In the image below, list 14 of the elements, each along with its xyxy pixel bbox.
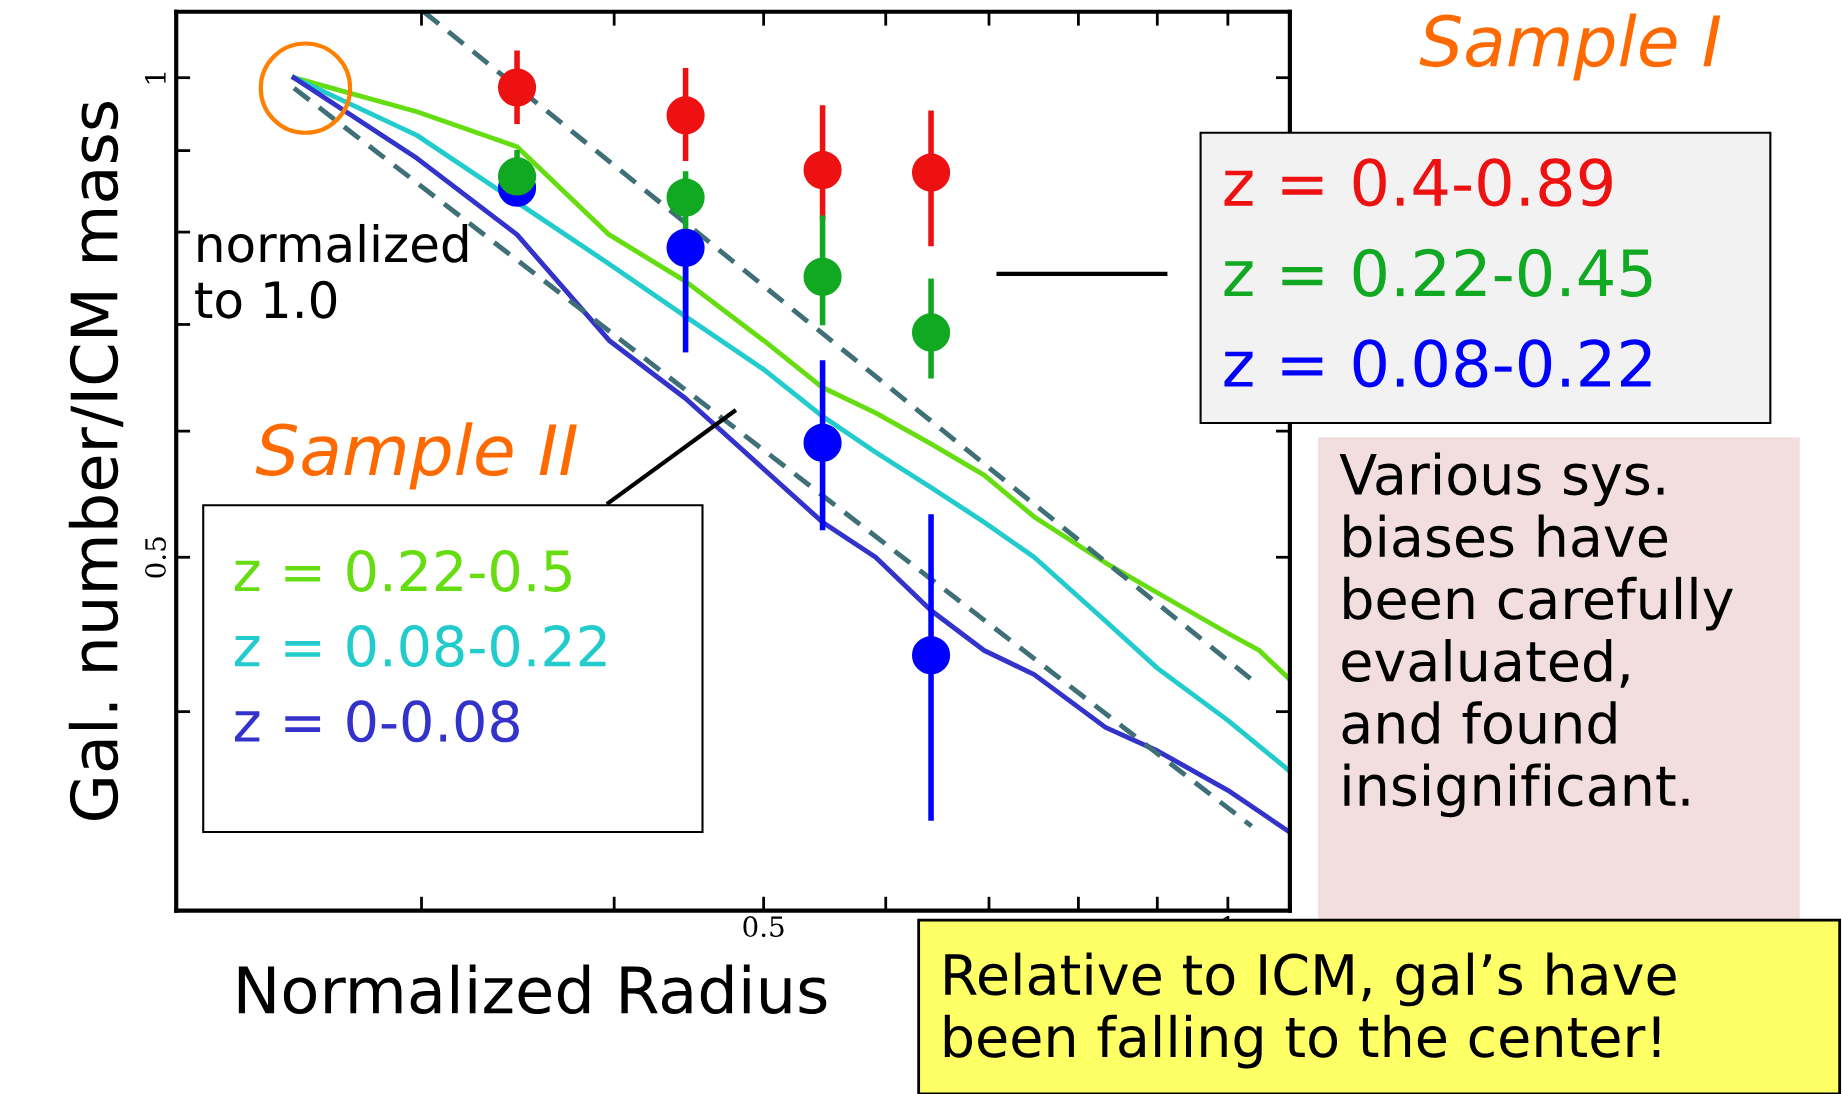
text: Sample I — [1419, 13, 1721, 81]
text: Relative to ICM, gal’s have been falling to the center! — [944, 952, 1676, 1069]
y-axis-title: Gal. number/ICM mass — [68, 101, 124, 820]
x-axis-title: Normalized Radius — [238, 964, 827, 1015]
y-tick-label: 1 — [144, 72, 166, 84]
text: z = 0-0.08 — [234, 700, 519, 743]
annotation: normalized to 1.0 — [195, 223, 468, 319]
text: z = 0.22-0.45 — [1224, 248, 1652, 298]
text: z = 0.08-0.22 — [1224, 339, 1651, 388]
text: z = 0.4-0.89 — [1224, 158, 1612, 207]
annotation: Sample II — [255, 422, 577, 490]
text: z = 0.08-0.22 — [234, 625, 606, 668]
text: z = 0.22-0.5 — [234, 549, 571, 592]
text: Various sys. biases have been carefully evaluated, and found insignificant. — [1339, 452, 1733, 818]
